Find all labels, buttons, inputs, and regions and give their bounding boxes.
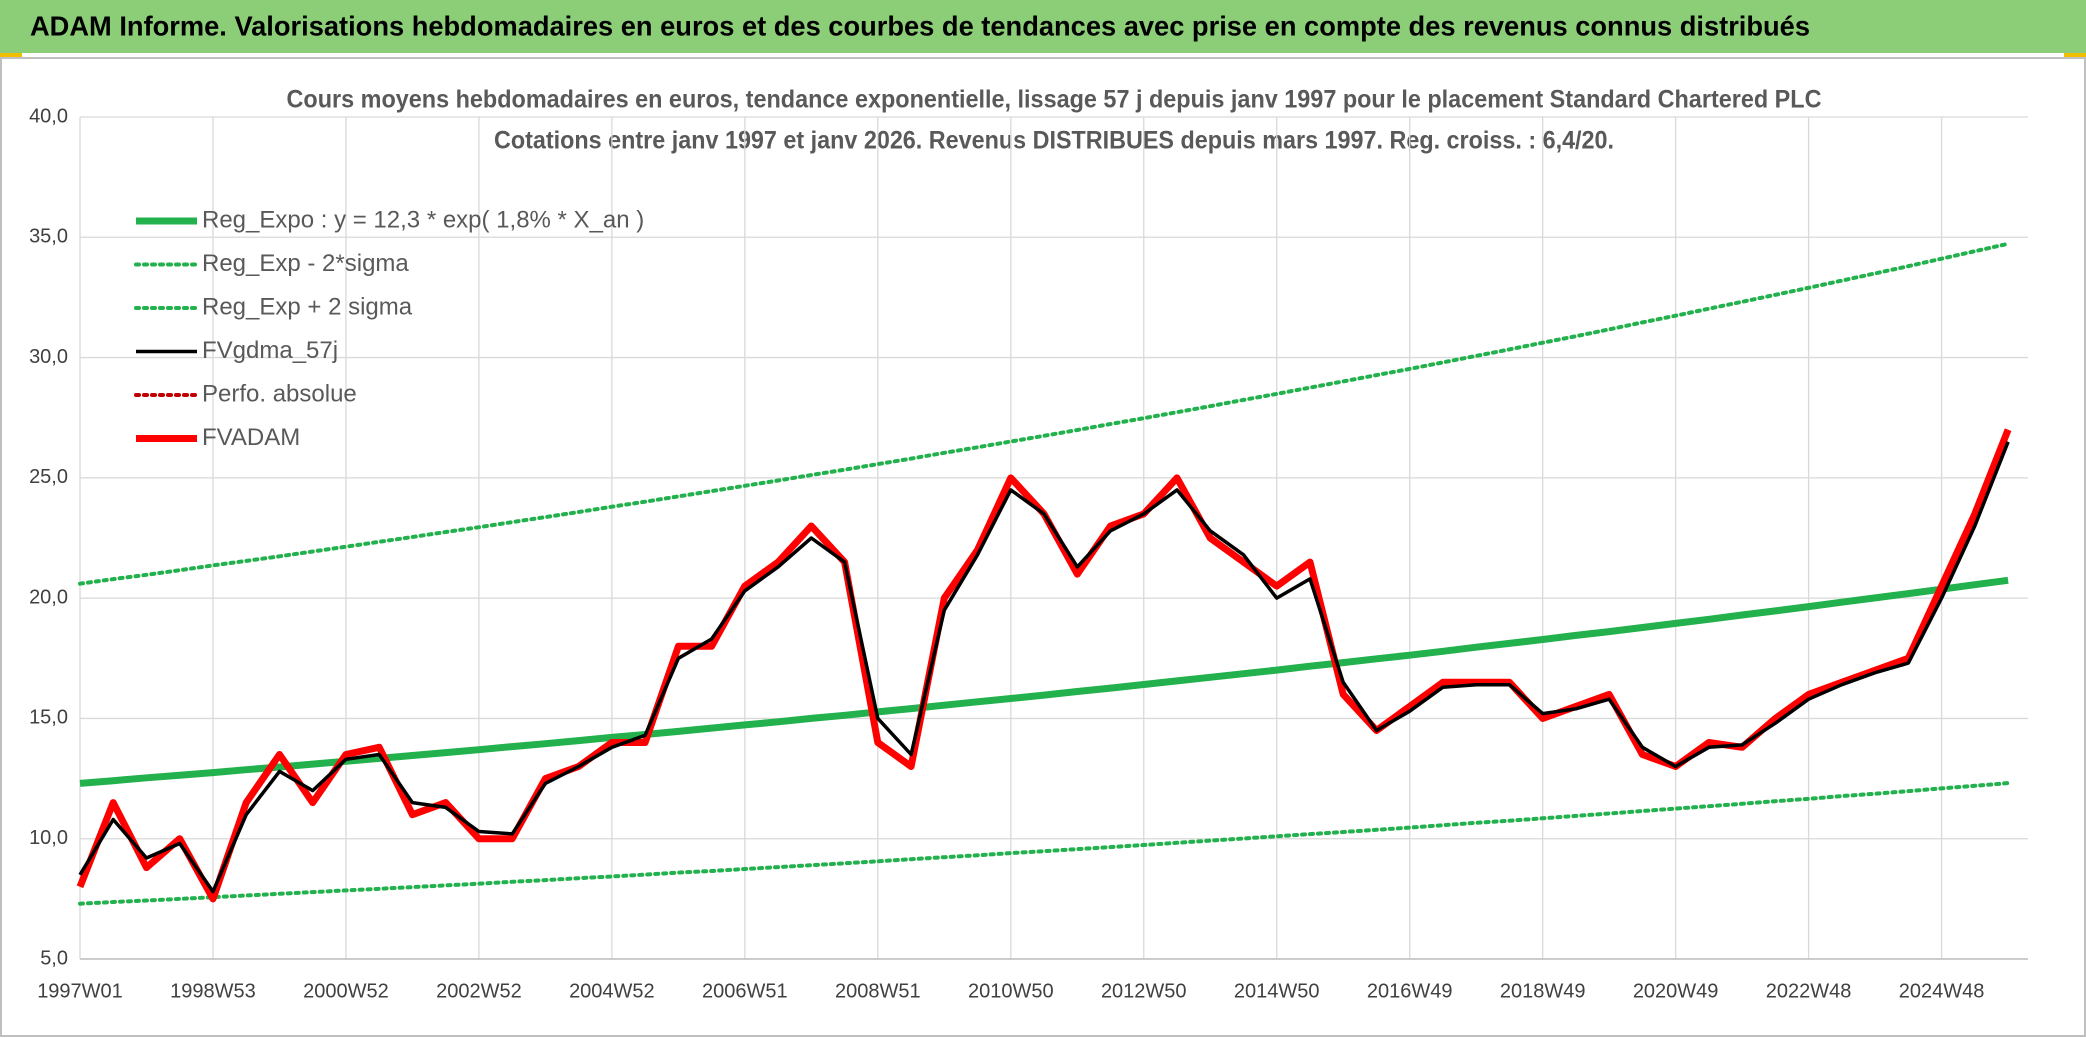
chart-subtitle: Cotations entre janv 1997 et janv 2026. … xyxy=(494,127,1614,155)
corner xyxy=(0,53,22,58)
legend-label: Reg_Expo : y = 12,3 * exp( 1,8% * X_an ) xyxy=(202,206,644,233)
frame xyxy=(0,57,2086,1037)
x-tick-label: 2016W49 xyxy=(1367,980,1453,1002)
series-line xyxy=(78,441,2010,894)
series-line xyxy=(78,781,2011,906)
legend-label: FVgdma_57j xyxy=(202,337,338,364)
x-tick-label: 2000W52 xyxy=(303,980,389,1002)
y-tick-label: 15,0 xyxy=(29,707,68,729)
y-tick-label: 40,0 xyxy=(29,105,68,127)
x-tick-label: 2024W48 xyxy=(1899,980,1985,1002)
x-tick-label: 2018W49 xyxy=(1500,980,1586,1002)
x-tick-label: 2002W52 xyxy=(436,980,522,1002)
series-line xyxy=(78,241,2011,586)
x-tick-label: 2014W50 xyxy=(1234,980,1320,1002)
title-bar xyxy=(0,0,2086,53)
y-tick-label: 5,0 xyxy=(40,947,68,969)
x-tick-label: 2006W51 xyxy=(702,980,788,1002)
y-tick-label: 35,0 xyxy=(29,226,68,248)
x-tick-label: 2004W52 xyxy=(569,980,655,1002)
x-tick-label: 2008W51 xyxy=(835,980,921,1002)
x-tick-label: 2012W50 xyxy=(1101,980,1187,1002)
corner xyxy=(2064,53,2086,58)
x-tick-label: 1998W53 xyxy=(170,980,256,1002)
legend-label: Reg_Exp - 2*sigma xyxy=(202,250,409,277)
y-tick-label: 20,0 xyxy=(29,586,68,608)
page-title: ADAM Informe. Valorisations hebdomadaire… xyxy=(30,10,1810,41)
chart-title: Cours moyens hebdomadaires en euros, ten… xyxy=(287,86,1822,114)
series-line xyxy=(79,576,2009,787)
y-tick-label: 25,0 xyxy=(29,466,68,488)
legend-label: Perfo. absolue xyxy=(202,380,357,407)
legend-label: FVADAM xyxy=(202,424,300,451)
x-tick-label: 2010W50 xyxy=(968,980,1054,1002)
x-tick-label: 1997W01 xyxy=(37,980,123,1002)
y-tick-label: 10,0 xyxy=(29,827,68,849)
x-tick-label: 2022W48 xyxy=(1766,980,1852,1002)
x-tick-label: 2020W49 xyxy=(1633,980,1719,1002)
y-tick-label: 30,0 xyxy=(29,346,68,368)
legend-label: Reg_Exp + 2 sigma xyxy=(202,293,413,320)
